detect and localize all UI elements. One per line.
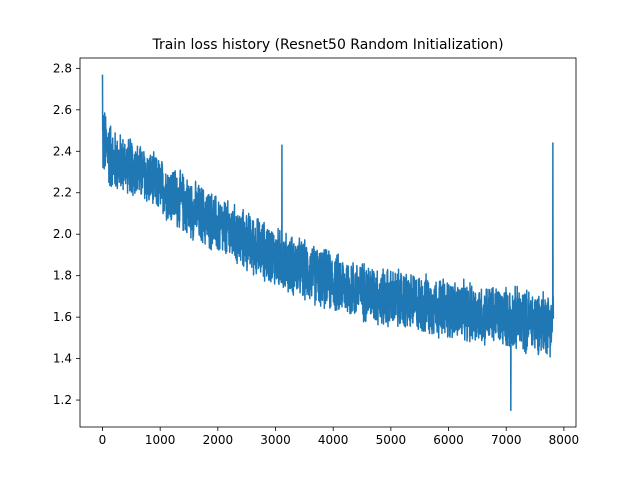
y-tick-label: 2.2 <box>53 186 72 200</box>
y-tick-label: 1.6 <box>53 310 72 324</box>
y-tick-label: 2.0 <box>53 227 72 241</box>
axes: 0 1000 2000 3000 4000 5000 6000 7000 8000 1.2 1.4 1… <box>53 57 580 447</box>
x-tick-label: 3000 <box>260 433 291 447</box>
y-tick-label: 2.6 <box>53 103 72 117</box>
x-tick-label: 6000 <box>433 433 464 447</box>
x-tick-label: 2000 <box>203 433 234 447</box>
y-tick-label: 2.8 <box>53 61 72 75</box>
x-tick-label: 7000 <box>491 433 522 447</box>
series-line <box>101 74 555 412</box>
plot-area <box>101 74 555 412</box>
y-tick-label: 1.4 <box>53 352 72 366</box>
x-tick-label: 4000 <box>318 433 349 447</box>
chart-title: Train loss history (Resnet50 Random Init… <box>151 37 503 53</box>
y-tick-label: 1.8 <box>53 269 72 283</box>
x-tick-label: 8000 <box>549 433 580 447</box>
x-tick-label: 0 <box>99 433 107 447</box>
axes-frame <box>79 57 577 428</box>
x-tick-label: 1000 <box>145 433 176 447</box>
y-tick-label: 2.4 <box>53 144 72 158</box>
y-tick-label: 1.2 <box>53 393 72 407</box>
x-tick-label: 5000 <box>376 433 407 447</box>
